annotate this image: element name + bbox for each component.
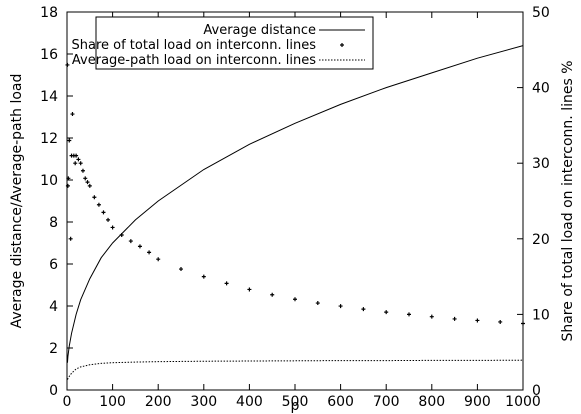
right-y-tick-label: 40	[532, 81, 550, 97]
left-y-tick-label: 18	[40, 5, 58, 21]
data-point	[68, 236, 73, 241]
data-point	[498, 319, 503, 324]
data-point	[315, 301, 320, 306]
legend-label: Share of total load on interconn. lines	[72, 38, 317, 53]
data-point	[224, 281, 229, 286]
legend-label: Average-path load on interconn. lines	[72, 53, 316, 68]
data-point	[74, 153, 79, 158]
left-y-tick-label: 2	[49, 341, 58, 357]
data-point	[110, 225, 115, 230]
data-point	[338, 304, 343, 309]
data-point	[119, 233, 124, 238]
data-point	[92, 195, 97, 200]
data-point	[87, 183, 92, 188]
x-tick-label: 600	[327, 394, 354, 410]
data-point	[85, 180, 90, 185]
x-tick-label: 500	[282, 394, 309, 410]
left-y-tick-label: 0	[49, 383, 58, 399]
left-y-tick-label: 12	[40, 131, 58, 147]
series-line	[67, 359, 524, 380]
left-y-tick-label: 14	[40, 89, 58, 105]
series-2	[65, 62, 525, 326]
data-point	[101, 210, 106, 215]
right-y-tick-label: 50	[532, 5, 550, 21]
legend-label: Average distance	[203, 23, 316, 38]
x-tick-label: 800	[418, 394, 445, 410]
data-point	[201, 274, 206, 279]
x-tick-label: 1000	[505, 394, 541, 410]
series-layer	[65, 45, 525, 380]
left-y-tick-label: 16	[40, 47, 58, 63]
data-point	[521, 321, 525, 326]
data-point	[247, 287, 252, 292]
legend-marker	[340, 43, 344, 47]
data-point	[179, 267, 183, 272]
data-point	[156, 257, 161, 262]
data-point	[70, 112, 75, 117]
left-y-axis-title: Average distance/Average-path load	[9, 74, 25, 329]
data-point	[452, 316, 457, 321]
left-y-tick-label: 8	[49, 215, 58, 231]
left-y-tick-label: 4	[49, 299, 58, 315]
data-point	[384, 310, 389, 315]
right-y-tick-label: 10	[532, 307, 550, 323]
x-axis-title: p	[291, 398, 300, 414]
x-tick-label: 100	[99, 394, 126, 410]
data-point	[106, 217, 111, 222]
data-point	[137, 244, 142, 249]
x-tick-label: 0	[63, 394, 72, 410]
data-point	[65, 183, 70, 188]
x-tick-label: 300	[190, 394, 217, 410]
x-tick-label: 400	[236, 394, 263, 410]
data-point	[147, 250, 152, 255]
data-point	[128, 239, 133, 244]
right-y-tick-label: 0	[532, 383, 541, 399]
data-point	[475, 318, 480, 323]
data-point	[407, 312, 411, 317]
series-3	[67, 359, 524, 380]
series-1	[66, 45, 524, 363]
data-point	[83, 176, 88, 181]
data-point	[65, 62, 70, 67]
axis-labels: p Average distance/Average-path load Sha…	[9, 60, 576, 414]
data-point	[361, 307, 366, 312]
x-tick-label: 900	[464, 394, 491, 410]
right-y-tick-label: 20	[532, 232, 550, 248]
data-point	[80, 168, 85, 173]
data-point	[78, 161, 83, 166]
x-tick-label: 200	[145, 394, 172, 410]
left-y-tick-label: 6	[49, 257, 58, 273]
data-point	[73, 161, 78, 166]
data-point	[76, 157, 81, 162]
left-y-tick-label: 10	[40, 173, 58, 189]
x-tick-label: 700	[373, 394, 400, 410]
right-y-axis-title: Share of total load on interconn. lines …	[560, 60, 576, 341]
axis-ticks: 0 100 200 300 400 500 600 700 800 900 100002468101…	[40, 5, 550, 410]
data-point	[96, 202, 101, 207]
legend-box	[95, 16, 374, 70]
series-line	[66, 45, 524, 363]
data-point	[66, 176, 71, 181]
data-point	[67, 138, 72, 143]
data-point	[293, 297, 297, 302]
data-point	[270, 292, 275, 297]
data-point	[429, 314, 434, 319]
right-y-tick-label: 30	[532, 156, 550, 172]
